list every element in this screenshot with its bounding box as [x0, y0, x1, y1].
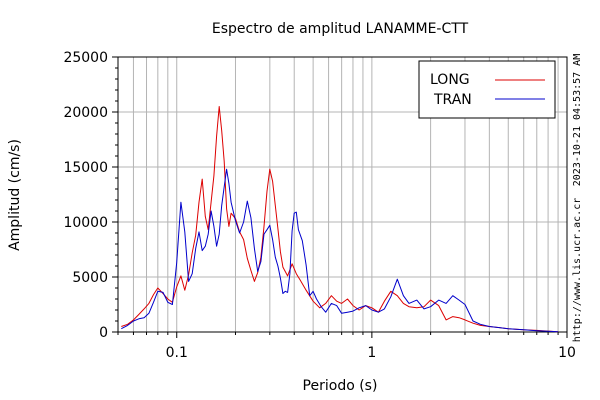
timestamp-label: 2023-10-21 04:53:57 AM — [572, 54, 583, 186]
y-tick-label: 0 — [99, 325, 108, 341]
x-axis-label: Periodo (s) — [303, 378, 378, 394]
axis-ticks: 0 5000 10000 15000 20000 25000 0.1 1 10 — [63, 50, 575, 361]
y-tick-label: 20000 — [63, 105, 108, 121]
legend-box — [418, 60, 556, 119]
x-tick-label: 1 — [367, 345, 376, 361]
legend-label-long: LONG — [430, 72, 470, 88]
series-line-tran — [121, 168, 559, 333]
series-lines — [121, 106, 559, 333]
legend-label-tran: TRAN — [433, 92, 472, 108]
x-tick-label: 0.1 — [166, 345, 188, 361]
source-url-label: http://www.lis.ucr.ac.cr — [572, 198, 583, 343]
y-tick-label: 5000 — [72, 270, 108, 286]
legend: LONG TRAN — [418, 60, 556, 119]
x-tick-label: 10 — [558, 345, 576, 361]
plot-frame — [117, 56, 568, 333]
y-axis-label: Amplitud (cm/s) — [7, 139, 23, 251]
series-line-long — [121, 106, 559, 333]
chart-title: Espectro de amplitud LANAMME-CTT — [212, 21, 469, 37]
y-tick-label: 10000 — [63, 215, 108, 231]
y-tick-label: 15000 — [63, 160, 108, 176]
y-tick-label: 25000 — [63, 50, 108, 66]
